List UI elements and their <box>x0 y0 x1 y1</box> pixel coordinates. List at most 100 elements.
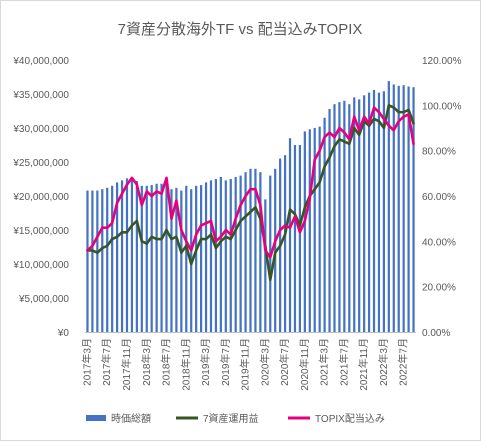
bar-market-value <box>180 190 183 332</box>
bar-market-value <box>199 185 203 332</box>
bar-market-value <box>101 189 104 332</box>
bar-market-value <box>318 126 321 332</box>
bar-market-value <box>308 129 311 332</box>
legend-label: TOPIX配当込み <box>315 412 385 425</box>
bar-market-value <box>274 168 277 332</box>
x-tick-label: 2018年7月 <box>160 338 173 386</box>
y-left-tick-label: ¥0 <box>57 328 70 339</box>
bar-market-value <box>288 138 292 332</box>
bar-market-value <box>353 97 356 333</box>
bar-market-value <box>382 91 385 332</box>
x-tick-label: 2019年3月 <box>199 338 212 386</box>
bar-market-value <box>259 172 262 332</box>
bar-market-value <box>367 92 371 332</box>
bar-market-value <box>135 181 138 332</box>
x-tick-label: 2022年7月 <box>397 338 410 386</box>
bar-market-value <box>407 86 410 333</box>
bar-market-value <box>328 108 331 333</box>
x-tick-label: 2021年3月 <box>318 338 331 386</box>
x-tick-label: 2017年7月 <box>100 338 113 386</box>
bar-market-value <box>170 189 173 332</box>
left-axis: ¥0 ¥5,000,000 ¥10,000,000 ¥15,000,000 ¥20,00… <box>12 56 69 339</box>
bar-market-value <box>96 190 99 332</box>
x-tick-label: 2017年11月 <box>120 338 133 391</box>
y-left-tick-label: ¥40,000,000 <box>12 56 69 67</box>
bar-market-value <box>116 182 119 332</box>
x-tick-label: 2020年11月 <box>298 338 311 391</box>
bar-market-value <box>348 104 351 332</box>
bar-market-value <box>175 187 178 332</box>
bar-market-value <box>185 185 188 332</box>
bar-market-value <box>219 176 222 332</box>
x-tick-label: 2017年3月 <box>80 338 93 386</box>
bar-market-value <box>120 180 124 332</box>
bar-market-value <box>298 145 302 332</box>
bar-market-value <box>397 85 400 332</box>
bar-market-value <box>283 155 287 332</box>
bar-market-value <box>363 95 366 332</box>
bar-market-value <box>412 87 415 332</box>
bar-market-value <box>244 172 247 332</box>
chart-title: 7資産分散海外TF vs 配当込みTOPIX <box>118 21 363 38</box>
bar-market-value <box>264 199 267 332</box>
bar-market-value <box>111 185 114 332</box>
bar-market-value <box>140 185 143 332</box>
y-right-tick-label: 80.00% <box>422 147 456 158</box>
bar-market-value <box>372 89 376 332</box>
y-left-tick-label: ¥5,000,000 <box>18 294 69 305</box>
bar-market-value <box>150 185 153 332</box>
bar-market-value <box>254 168 257 332</box>
bar-market-value <box>86 190 89 332</box>
bar-market-value <box>387 81 390 332</box>
bar-market-value <box>392 84 395 332</box>
bar-market-value <box>214 179 218 332</box>
x-tick-label: 2018年11月 <box>179 338 192 391</box>
bar-market-value <box>333 104 336 332</box>
y-left-tick-label: ¥30,000,000 <box>12 124 69 135</box>
bar-market-value <box>91 190 94 332</box>
legend-item-7asset: 7資産運用益 <box>176 412 259 425</box>
bar-market-value <box>145 185 148 332</box>
lines-layer <box>86 104 415 282</box>
legend: 時価総額 7資産運用益 TOPIX配当込み <box>86 412 385 425</box>
legend-label: 時価総額 <box>111 412 151 425</box>
right-axis: 0.00% 20.00% 40.00% 60.00% 80.00% 100.00% 120.… <box>422 56 462 339</box>
bar-market-value <box>323 117 326 332</box>
bar-market-value <box>106 187 109 332</box>
bar-market-value <box>303 131 306 332</box>
y-left-tick-label: ¥25,000,000 <box>12 158 69 169</box>
x-tick-label: 2019年7月 <box>219 338 232 386</box>
bar-market-value <box>204 182 208 332</box>
bar-market-value <box>229 179 232 332</box>
bar-market-value <box>125 178 129 332</box>
bar-market-value <box>343 100 346 332</box>
bar-market-value <box>358 99 361 332</box>
bar-market-value <box>377 92 381 332</box>
x-tick-label: 2022年3月 <box>377 338 390 386</box>
bar-market-value <box>338 102 341 332</box>
y-left-tick-label: ¥15,000,000 <box>12 226 69 237</box>
bar-market-value <box>160 183 163 332</box>
bar-market-value <box>165 181 168 332</box>
x-tick-label: 2021年7月 <box>337 338 350 386</box>
legend-item-market-value: 時価総額 <box>86 412 151 425</box>
bar-market-value <box>195 185 198 332</box>
y-left-tick-label: ¥20,000,000 <box>12 192 69 203</box>
y-right-tick-label: 60.00% <box>422 192 456 203</box>
bar-market-value <box>234 176 237 332</box>
x-tick-label: 2018年3月 <box>140 338 153 386</box>
y-right-tick-label: 20.00% <box>422 283 456 294</box>
bar-market-value <box>293 145 297 332</box>
y-right-tick-label: 40.00% <box>422 237 456 248</box>
x-axis: 2017年3月 2017年7月 2017年11月 2018年3月 2018年7月 2018… <box>80 332 416 391</box>
x-tick-label: 2021年11月 <box>357 338 370 391</box>
bar-market-value <box>402 85 405 332</box>
x-tick-label: 2020年3月 <box>258 338 271 386</box>
y-right-tick-label: 0.00% <box>422 328 450 339</box>
y-left-tick-label: ¥10,000,000 <box>12 260 69 271</box>
bar-market-value <box>209 180 213 332</box>
legend-swatch <box>86 415 106 421</box>
bar-market-value <box>239 175 242 332</box>
